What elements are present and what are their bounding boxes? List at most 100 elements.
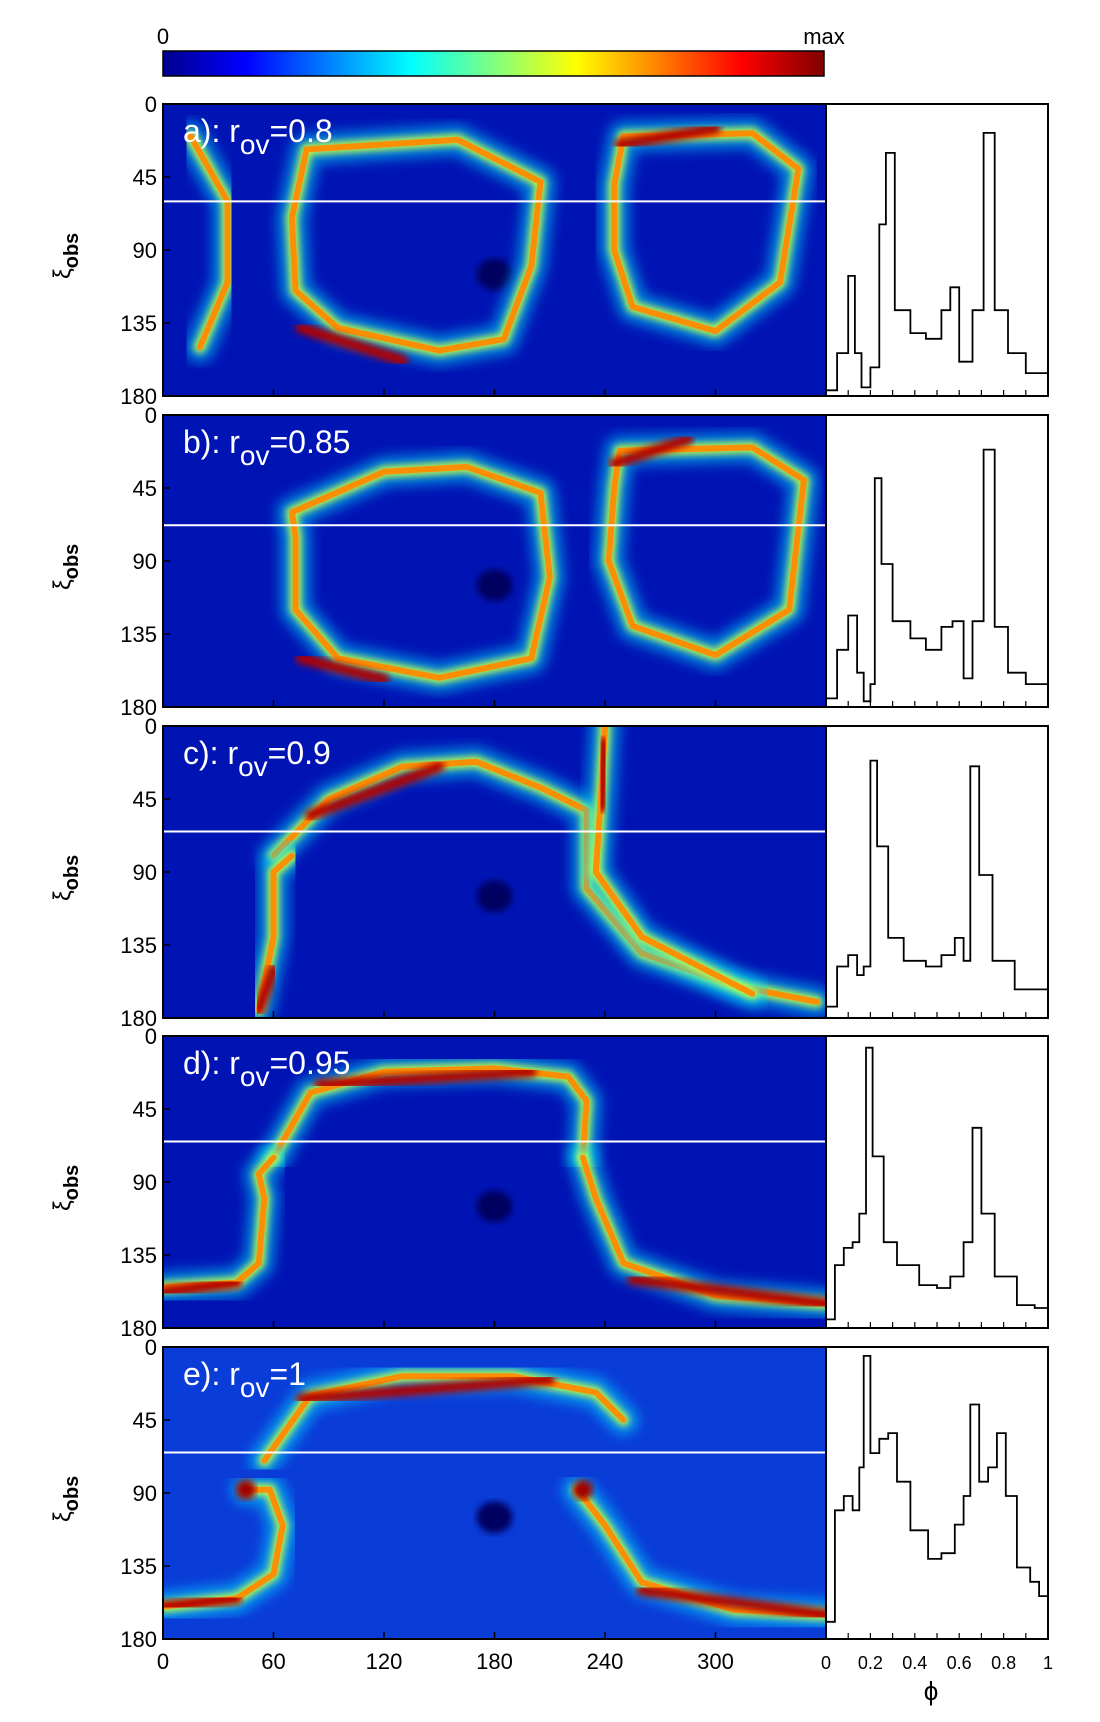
heatmap-e <box>163 1347 826 1639</box>
panel-title: d): rov=0.95 <box>183 1045 350 1092</box>
x-tick-label: 0 <box>157 1649 169 1674</box>
colorbar-min-label: 0 <box>157 24 169 49</box>
y-tick-label: 90 <box>133 1170 157 1195</box>
y-tick-label: 180 <box>120 1316 157 1341</box>
ridge-peak <box>304 761 445 821</box>
y-tick-label: 90 <box>133 238 157 263</box>
colorbar: 0 max <box>157 24 845 77</box>
ridge-peak <box>163 1277 243 1298</box>
profile-frame <box>825 103 1049 397</box>
y-tick-label: 45 <box>133 1097 157 1122</box>
heatmap-minimum-spot <box>476 1190 513 1223</box>
profile-x-tick-label: 0.6 <box>947 1653 972 1673</box>
y-tick-label: 0 <box>145 1024 157 1049</box>
ridge-peak <box>314 1066 537 1091</box>
heatmap-d <box>163 1036 826 1328</box>
heatmap-minimum-spot <box>476 1501 513 1534</box>
ridge-peak <box>608 433 694 470</box>
ridge-peak <box>614 122 721 151</box>
profile-x-tick-label: 0.8 <box>991 1653 1016 1673</box>
y-tick-label: 180 <box>120 1627 157 1652</box>
y-tick-label: 0 <box>145 92 157 117</box>
ridge-core <box>187 133 231 351</box>
y-axis-label: ξobs <box>49 544 83 590</box>
y-tick-label: 45 <box>133 476 157 501</box>
profile-line <box>826 759 1049 1008</box>
y-tick-label: 180 <box>120 384 157 409</box>
panel-e: 0 45 90 135 180 ξobs e): rov=1 <box>49 1335 1049 1652</box>
y-tick-label: 135 <box>120 1243 157 1268</box>
ridge-peak <box>295 322 408 366</box>
y-tick-label: 90 <box>133 549 157 574</box>
y-tick-label: 45 <box>133 787 157 812</box>
ridge-peak <box>295 652 390 685</box>
ridge-core <box>288 463 553 681</box>
heatmap-minimum-spot <box>476 258 513 291</box>
x-tick-label: 60 <box>261 1649 285 1674</box>
y-tick-label: 0 <box>145 714 157 739</box>
y-tick-label: 0 <box>145 1335 157 1360</box>
hotspot <box>572 1479 593 1500</box>
ridge-core <box>611 130 802 335</box>
profile-line <box>826 132 1049 392</box>
ridge-peak <box>636 1584 826 1621</box>
y-axis-label: ξobs <box>49 1165 83 1211</box>
y-axis-label: ξobs <box>49 855 83 901</box>
ridge-peak <box>595 736 611 813</box>
x-tick-label: 300 <box>697 1649 734 1674</box>
y-tick-label: 45 <box>133 165 157 190</box>
ridge-peak <box>295 1373 556 1405</box>
y-tick-label: 45 <box>133 1408 157 1433</box>
heatmap-minimum-spot <box>476 880 513 913</box>
colorbar-gradient <box>162 50 825 77</box>
panel-b: 0 45 90 135 180 ξobs b): rov=0.85 <box>49 403 1049 720</box>
x-tick-label: 180 <box>476 1649 513 1674</box>
hotspot <box>235 1479 256 1500</box>
panels: 0 45 90 135 180 ξobs a): rov=0.8 0 45 90 135 180 ξob… <box>49 92 1049 1652</box>
profile-line <box>826 1355 1049 1625</box>
ridge-core <box>270 1065 590 1161</box>
y-tick-label: 90 <box>133 1481 157 1506</box>
heatmap-b <box>163 415 826 707</box>
profile-x-tick-label: 1 <box>1043 1653 1053 1673</box>
y-tick-label: 0 <box>145 403 157 428</box>
ridge-core <box>288 136 544 354</box>
panel-a: 0 45 90 135 180 ξobs a): rov=0.8 <box>49 92 1049 409</box>
profile-line <box>826 1046 1049 1321</box>
x-tick-label: 240 <box>587 1649 624 1674</box>
ridge-core <box>605 444 807 659</box>
profile-xlabel: ϕ <box>924 1676 939 1706</box>
y-tick-label: 135 <box>120 1554 157 1579</box>
y-tick-label: 135 <box>120 311 157 336</box>
y-tick-label: 135 <box>120 933 157 958</box>
x-tick-label: 120 <box>366 1649 403 1674</box>
profile-frame <box>825 1035 1049 1329</box>
y-tick-label: 180 <box>120 695 157 720</box>
ridge-peak <box>163 1592 243 1613</box>
ridge-core <box>261 1373 627 1464</box>
y-axis-label: ξobs <box>49 233 83 279</box>
panel-title: c): rov=0.9 <box>183 735 331 782</box>
panel-d: 0 45 90 135 180 ξobs d): rov=0.95 <box>49 1024 1049 1341</box>
heatmap-minimum-spot <box>476 569 513 602</box>
profile-x-tick-label: 0.2 <box>858 1653 883 1673</box>
profile-x-tick-label: 0.4 <box>902 1653 927 1673</box>
heatmap-a <box>163 104 826 396</box>
ridge-peak <box>627 1273 826 1310</box>
panel-title: b): rov=0.85 <box>183 424 350 471</box>
bottom-x-axis: 0 60 120 180 240 300 0 0.2 0.4 0.6 0.8 1 <box>157 1649 1053 1674</box>
y-axis-label: ξobs <box>49 1476 83 1522</box>
y-tick-label: 180 <box>120 1006 157 1031</box>
panel-c: 0 45 90 135 180 ξobs c): rov=0.9 <box>49 714 1049 1031</box>
profile-line <box>826 448 1049 703</box>
y-tick-label: 135 <box>120 622 157 647</box>
ridge-core <box>255 852 295 1013</box>
y-tick-label: 90 <box>133 860 157 885</box>
panel-title: e): rov=1 <box>183 1356 306 1403</box>
panel-title: a): rov=0.8 <box>183 113 333 160</box>
heatmap-c <box>163 726 826 1018</box>
profile-frame <box>825 414 1049 708</box>
ridge-peak <box>253 963 279 1016</box>
profile-x-tick-label: 0 <box>821 1653 831 1673</box>
